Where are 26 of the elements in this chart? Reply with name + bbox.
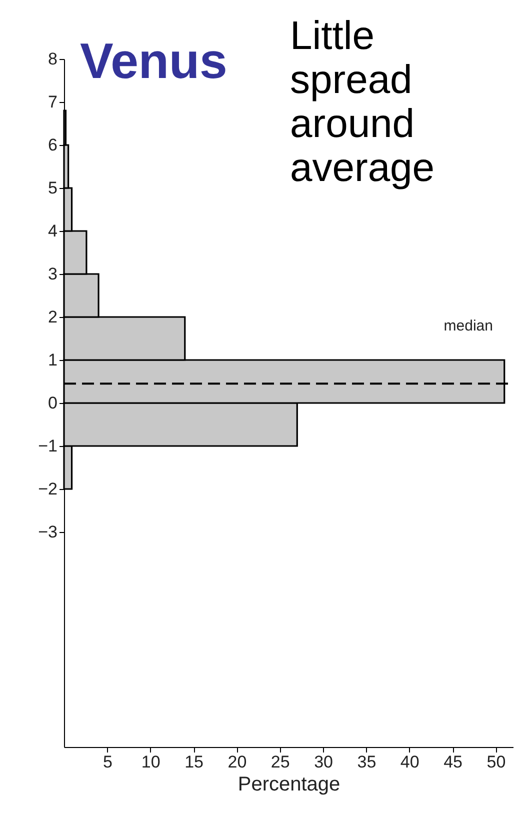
ref-line-label: median xyxy=(444,318,493,335)
y-tick-label: −2 xyxy=(38,480,58,498)
chart-title: Venus xyxy=(80,33,228,89)
x-tick-label: 20 xyxy=(228,752,247,772)
x-tick-label: 15 xyxy=(184,752,204,772)
x-tick-label: 50 xyxy=(486,752,506,772)
y-tick-label: 6 xyxy=(48,136,58,154)
y-tick-label: 5 xyxy=(48,178,58,198)
x-tick-label: 10 xyxy=(141,752,160,772)
x-tick-label: 40 xyxy=(400,752,420,772)
y-tick-label: 2 xyxy=(48,308,58,326)
x-tick-label: 35 xyxy=(357,752,376,772)
x-tick-label: 5 xyxy=(102,752,112,772)
x-tick-label: 30 xyxy=(314,752,333,772)
y-tick-label: 7 xyxy=(48,92,58,112)
x-tick-label: 45 xyxy=(444,752,463,772)
x-axis-title: Percentage xyxy=(238,774,340,796)
y-tick-label: −1 xyxy=(38,436,58,456)
y-tick-label: 4 xyxy=(48,222,58,240)
y-tick-label: 1 xyxy=(48,350,58,370)
y-tick-label: 0 xyxy=(48,394,58,412)
annotation: Little spread around average xyxy=(290,14,435,190)
y-tick-label: −3 xyxy=(38,522,58,542)
y-tick-label: 8 xyxy=(48,50,58,68)
y-tick-label: 3 xyxy=(48,264,58,284)
x-tick-label: 25 xyxy=(270,752,290,772)
